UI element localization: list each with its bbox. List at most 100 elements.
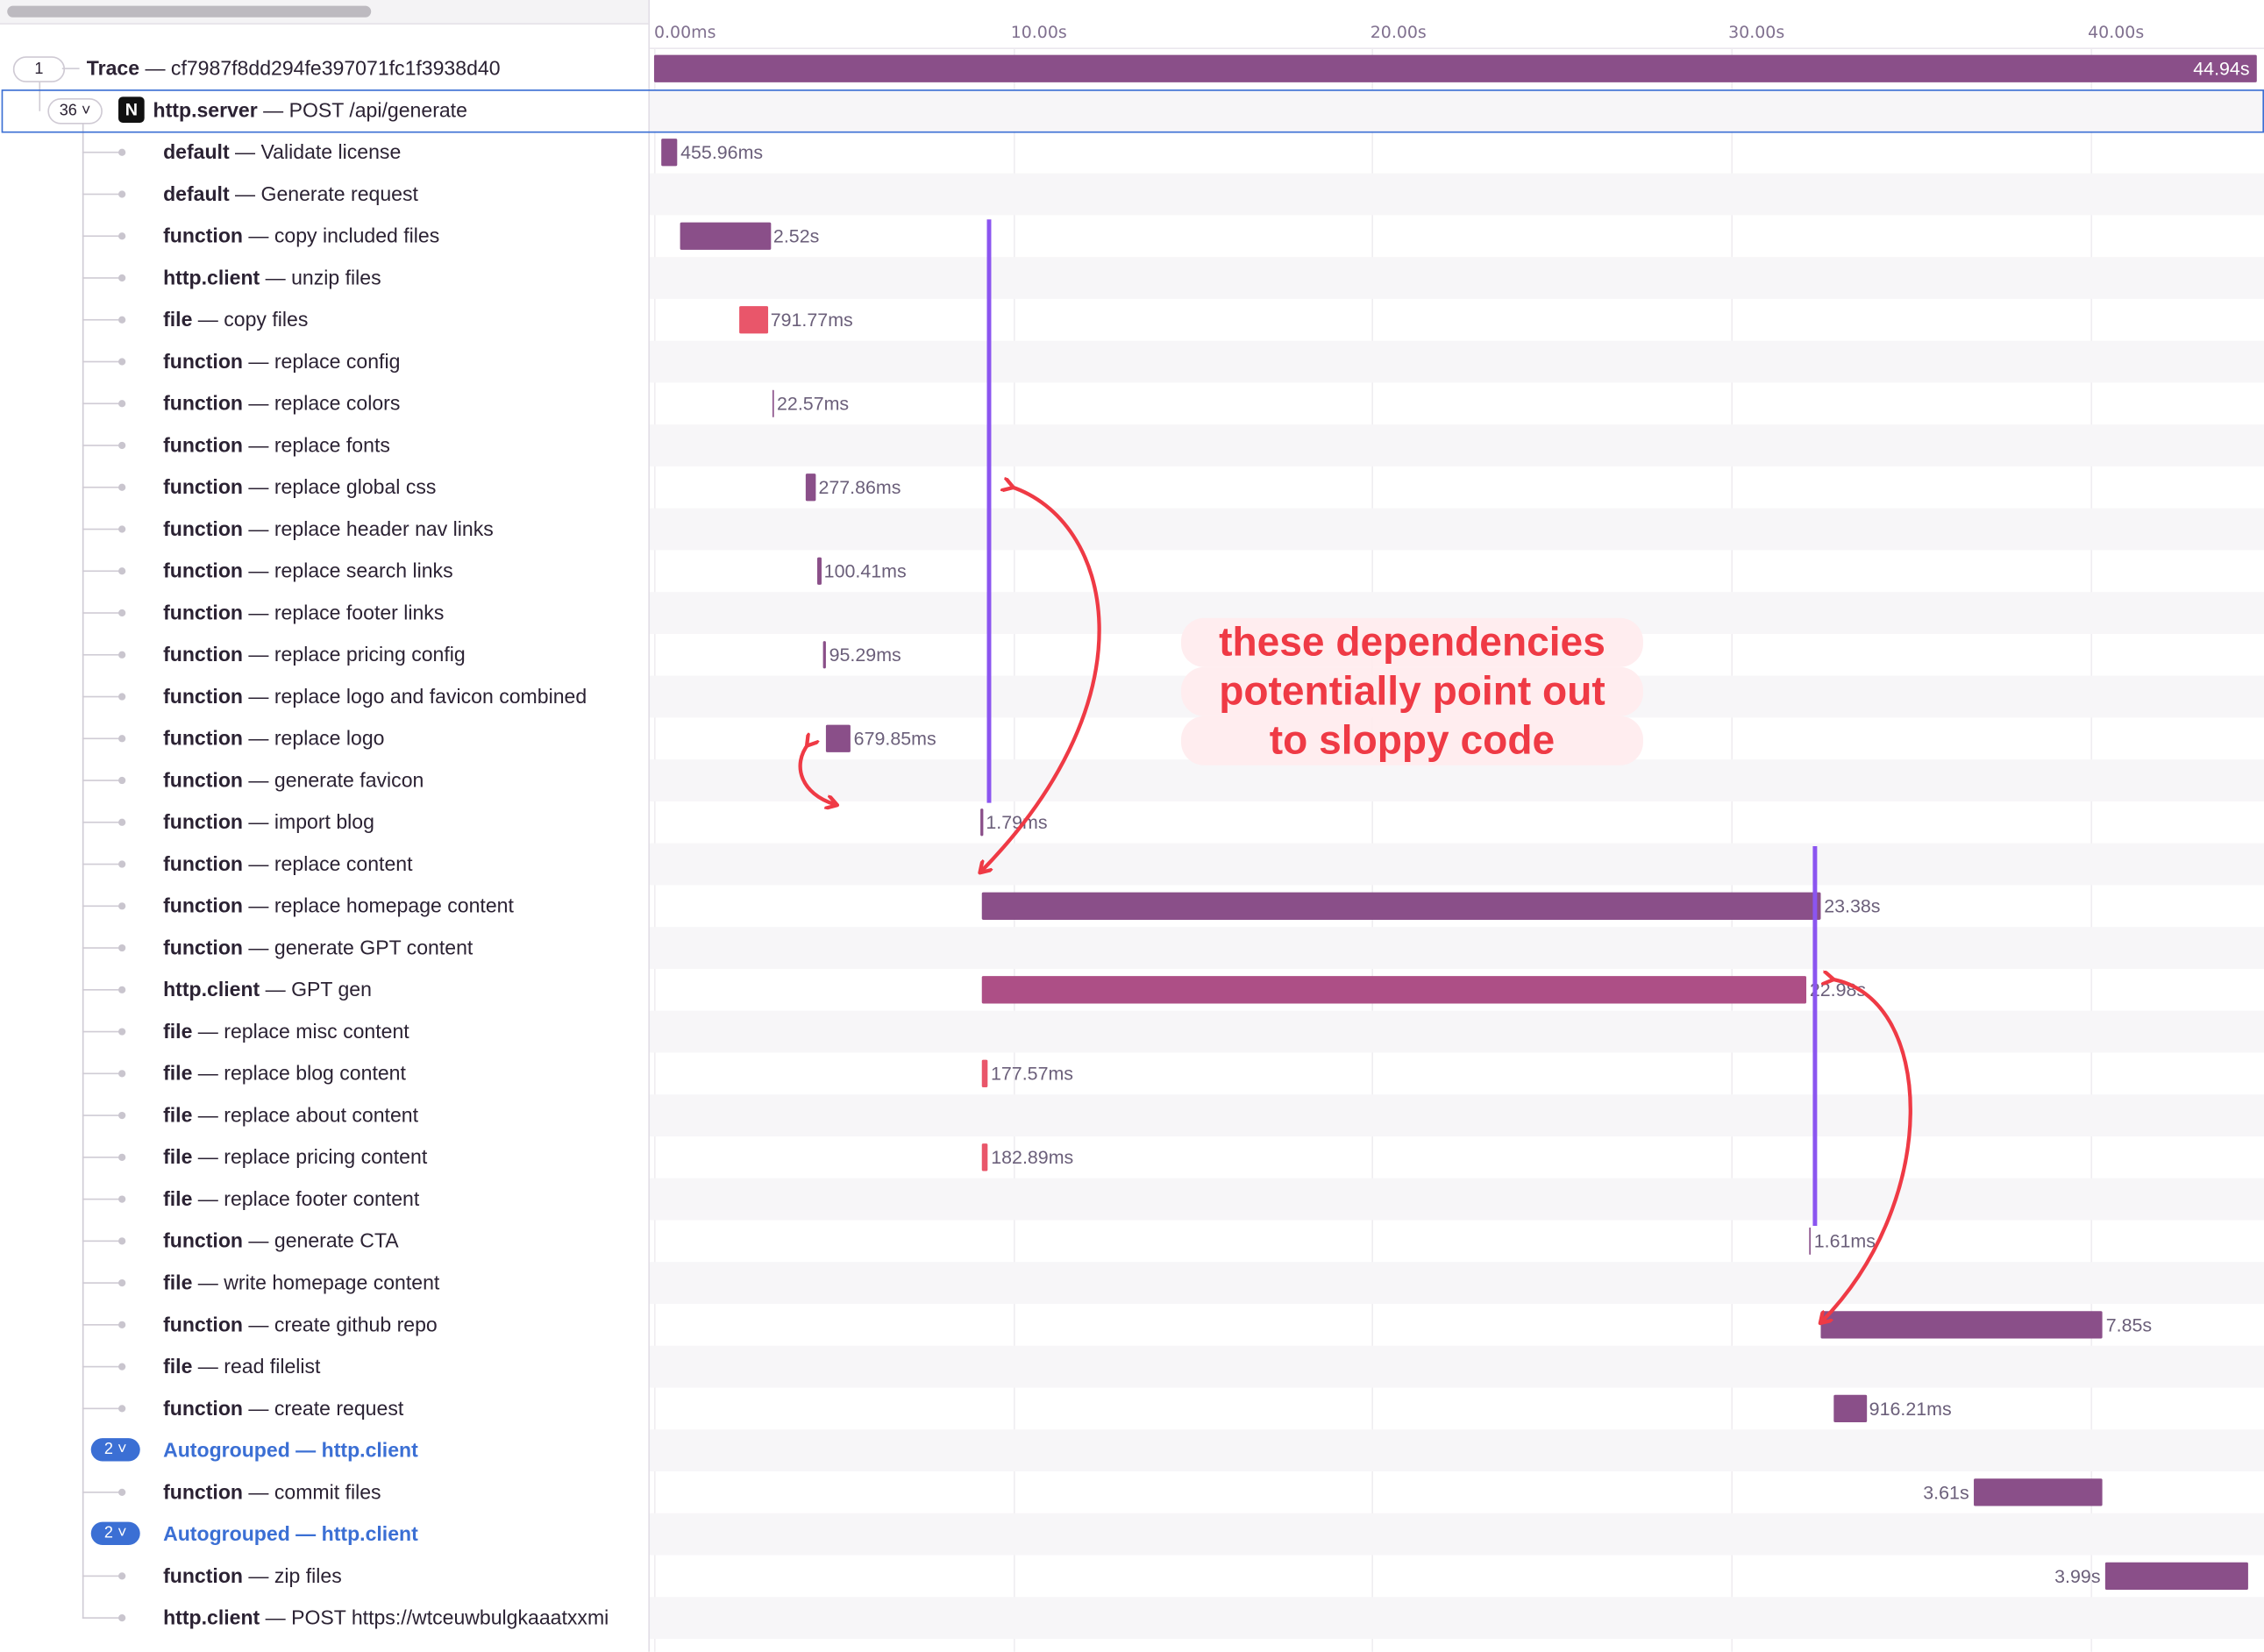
span-row[interactable]: function — replace header nav links — [0, 509, 648, 551]
span-row[interactable]: file — replace pricing content — [0, 1136, 648, 1178]
span-row[interactable]: file — replace misc content — [0, 1011, 648, 1053]
span-op: function — [163, 894, 244, 917]
span-separator: — — [243, 224, 274, 247]
annotation-line: potentially point out — [1181, 666, 1643, 716]
span-separator: — — [192, 1019, 224, 1043]
horizontal-scrollbar[interactable] — [0, 0, 649, 25]
chevron-down-icon: ˅ — [112, 1441, 127, 1459]
span-row[interactable]: function — generate GPT content — [0, 927, 648, 969]
collapse-toggle[interactable]: 36 ˅ — [47, 97, 103, 125]
span-row[interactable]: 2 ˅ Autogrouped — http.client — [0, 1429, 648, 1471]
span-bar[interactable] — [772, 389, 774, 417]
tree-node-dot — [118, 902, 126, 910]
span-separator: — — [260, 977, 292, 1001]
tree-connector — [82, 445, 120, 446]
span-separator: — — [243, 349, 274, 373]
tree-connector — [82, 1114, 120, 1116]
span-description: replace pricing config — [274, 642, 466, 666]
span-row[interactable]: function — replace content — [0, 844, 648, 886]
span-op: http.client — [163, 265, 260, 289]
span-duration: 916.21ms — [1869, 1398, 1952, 1420]
span-row[interactable]: http.client — GPT gen — [0, 969, 648, 1011]
span-row[interactable]: function — zip files — [0, 1555, 648, 1597]
span-row[interactable]: file — copy files — [0, 299, 648, 341]
span-row[interactable]: function — replace search links — [0, 550, 648, 592]
tree-node-dot — [118, 316, 126, 324]
tree-node-dot — [118, 525, 126, 533]
span-row[interactable]: function — replace global css — [0, 466, 648, 509]
tree-connector — [82, 737, 120, 740]
span-description: POST /api/generate — [288, 97, 467, 122]
span-bar[interactable] — [680, 222, 771, 250]
span-row[interactable]: function — replace colors — [0, 382, 648, 424]
span-label: http.client — unzip files — [163, 257, 381, 299]
span-bar[interactable] — [1833, 1394, 1867, 1422]
span-bar[interactable] — [817, 557, 822, 585]
collapse-toggle[interactable]: 1 — [12, 56, 66, 82]
span-bar[interactable] — [822, 641, 827, 669]
span-row[interactable]: default — Validate license — [0, 132, 648, 174]
tree-node-dot — [118, 232, 126, 240]
span-row[interactable]: file — read filelist — [0, 1346, 648, 1388]
span-bar[interactable] — [981, 1059, 988, 1087]
autogroup-toggle[interactable]: 2 ˅ — [90, 1438, 140, 1462]
span-op: file — [163, 1354, 193, 1378]
span-row[interactable]: function — copy included files — [0, 215, 648, 257]
span-label: Autogrouped — http.client — [163, 1513, 418, 1556]
span-bar[interactable] — [1809, 1227, 1812, 1255]
autogroup-toggle[interactable]: 2 ˅ — [90, 1521, 140, 1545]
span-separator: — — [243, 936, 274, 959]
span-op: function — [163, 559, 244, 582]
span-row[interactable]: function — replace fonts — [0, 424, 648, 466]
tree-connector — [82, 1365, 120, 1368]
span-row[interactable]: function — generate CTA — [0, 1220, 648, 1262]
span-row[interactable]: function — commit files — [0, 1471, 648, 1513]
span-description: Validate license — [260, 139, 402, 164]
span-bar[interactable] — [653, 54, 2257, 82]
span-bar[interactable] — [981, 1143, 988, 1171]
span-bar[interactable] — [2104, 1562, 2248, 1591]
span-label: http.server — POST /api/generate — [153, 89, 467, 132]
span-bar[interactable] — [1973, 1478, 2104, 1506]
tree-connector — [82, 277, 120, 279]
span-bar[interactable] — [805, 474, 816, 502]
span-row[interactable]: function — create github repo — [0, 1304, 648, 1346]
span-row[interactable]: function — replace config — [0, 341, 648, 383]
span-row[interactable]: function — import blog — [0, 801, 648, 844]
span-row[interactable]: function — replace pricing config — [0, 634, 648, 676]
span-description: POST https://wtceuwbulgkaaatxxmi — [291, 1606, 609, 1629]
tree-node-dot — [118, 943, 126, 952]
span-bar[interactable] — [981, 892, 1821, 920]
span-row[interactable]: function — create request — [0, 1387, 648, 1429]
span-bar[interactable] — [981, 976, 1807, 1004]
span-row[interactable]: file — replace about content — [0, 1094, 648, 1136]
span-row[interactable]: 2 ˅ Autogrouped — http.client — [0, 1513, 648, 1556]
tree-node-dot — [118, 693, 126, 701]
span-row[interactable]: http.client — unzip files — [0, 257, 648, 299]
span-row[interactable]: default — Generate request — [0, 174, 648, 216]
span-duration: 7.85s — [2105, 1314, 2153, 1336]
span-row[interactable]: http.client — POST https://wtceuwbulgkaa… — [0, 1597, 648, 1639]
span-row[interactable]: 1 Trace — cf7987f8dd294fe397071fc1f3938d4… — [0, 47, 648, 89]
tree-node-dot — [118, 358, 126, 366]
span-row[interactable]: file — write homepage content — [0, 1262, 648, 1304]
panel-divider[interactable] — [648, 0, 651, 1652]
span-row[interactable]: function — generate favicon — [0, 759, 648, 801]
tree-connector — [82, 528, 120, 530]
span-op: function — [163, 851, 244, 875]
span-bar[interactable] — [661, 139, 678, 167]
span-row[interactable]: file — replace footer content — [0, 1178, 648, 1221]
span-row[interactable]: function — replace logo — [0, 717, 648, 759]
span-row[interactable]: file — replace blog content — [0, 1052, 648, 1094]
span-op: function — [163, 349, 244, 373]
span-row[interactable]: function — replace logo and favicon comb… — [0, 676, 648, 718]
tree-node-dot — [118, 483, 126, 491]
span-separator: — — [289, 1438, 322, 1462]
span-bar[interactable] — [739, 306, 768, 334]
span-description: replace logo — [274, 726, 385, 750]
scrollbar-thumb[interactable] — [7, 5, 372, 18]
span-row[interactable]: function — replace footer links — [0, 592, 648, 634]
span-row[interactable]: function — replace homepage content — [0, 885, 648, 927]
annotation-line: to sloppy code — [1181, 716, 1643, 765]
